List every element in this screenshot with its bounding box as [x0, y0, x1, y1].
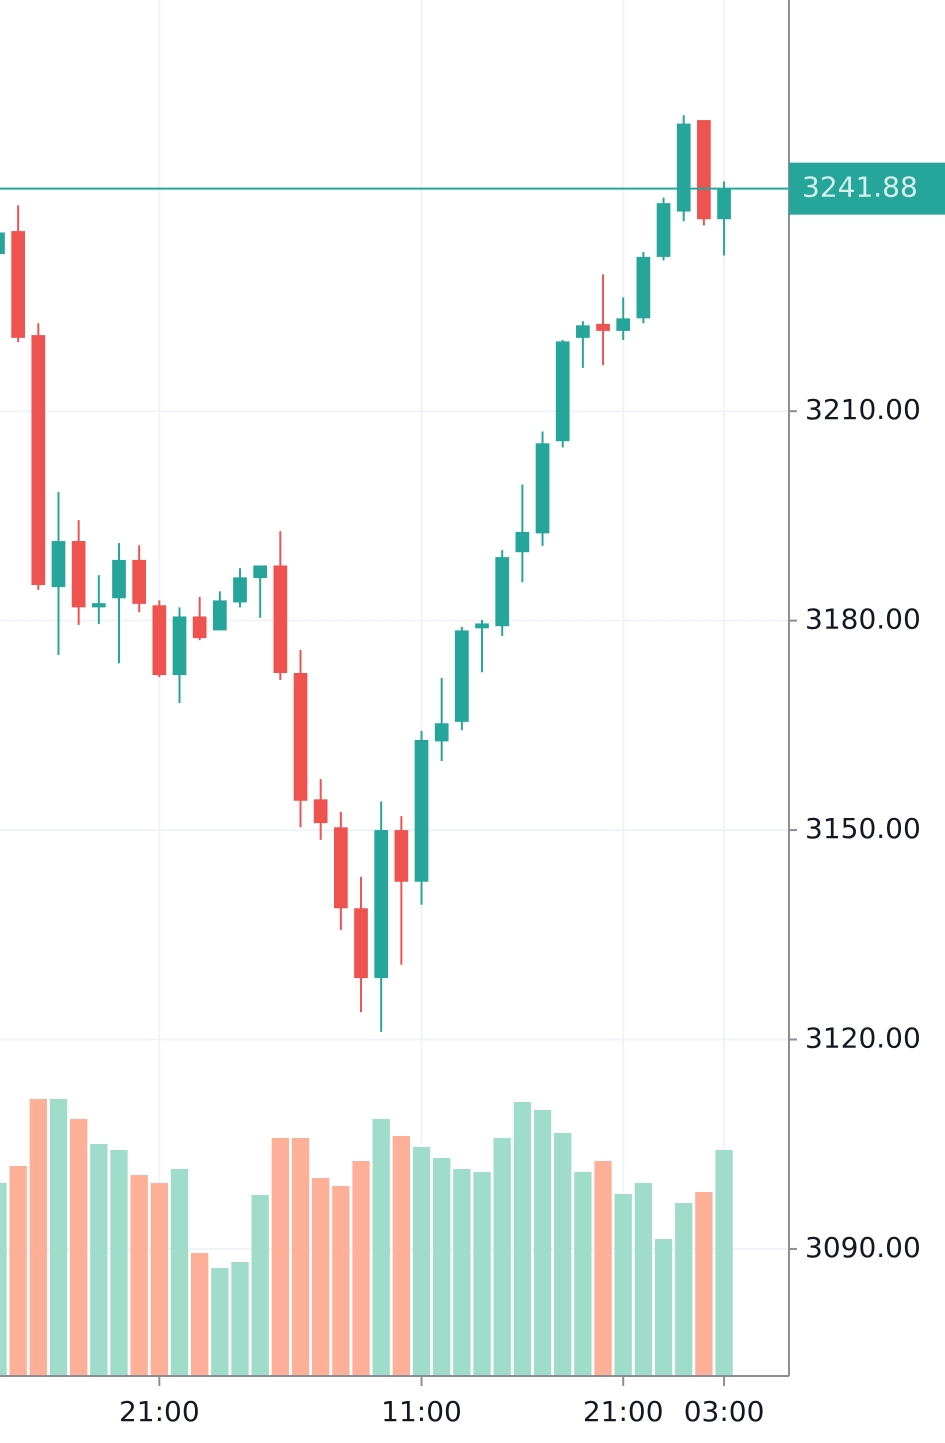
volume-bar: [453, 1169, 471, 1376]
candle-layer: [0, 115, 789, 1032]
volume-bar: [0, 1183, 7, 1376]
y-tick-label: 3150.00: [805, 812, 921, 845]
candle-body: [555, 341, 570, 442]
candle-body: [374, 830, 389, 979]
volume-layer: [0, 1099, 733, 1376]
volume-bar: [332, 1186, 350, 1376]
volume-bar: [231, 1262, 249, 1376]
candle-body: [333, 827, 348, 909]
volume-bar: [29, 1099, 47, 1376]
volume-bar: [594, 1161, 612, 1376]
volume-bar: [312, 1178, 330, 1376]
candle-body: [91, 603, 106, 608]
volume-bar: [715, 1150, 733, 1376]
candle-body: [697, 120, 711, 220]
candle-body: [293, 672, 308, 801]
x-tick-label: 21:00: [583, 1395, 664, 1428]
volume-bar: [211, 1268, 229, 1376]
candle-body: [717, 188, 731, 220]
candle-body: [636, 256, 651, 319]
x-tick-label: 21:00: [119, 1395, 200, 1428]
x-tick-label: 11:00: [381, 1395, 462, 1428]
volume-bar: [49, 1099, 68, 1376]
candle-body: [233, 577, 247, 603]
candle-body: [394, 830, 409, 882]
volume-bar: [251, 1195, 269, 1376]
candle-body: [495, 557, 510, 627]
volume-bar: [675, 1203, 693, 1376]
candle-body: [656, 203, 671, 257]
volume-bar: [130, 1175, 148, 1376]
candle-body: [152, 605, 167, 676]
last-price-box: [789, 162, 945, 215]
y-tick-label: 3120.00: [805, 1022, 921, 1055]
candle-body: [414, 740, 429, 882]
volume-bar: [554, 1133, 572, 1376]
candle-body: [71, 541, 86, 608]
candle-body: [535, 443, 550, 534]
candle-body: [313, 799, 328, 824]
candle-body: [354, 908, 368, 979]
candle-body: [434, 723, 449, 742]
volume-bar: [533, 1110, 552, 1376]
candle-body: [212, 600, 227, 631]
y-tick-label: 3210.00: [805, 393, 921, 426]
volume-bar: [574, 1172, 592, 1376]
candle-body: [515, 531, 530, 553]
volume-bar: [271, 1138, 290, 1376]
candle-body: [616, 318, 631, 331]
y-tick-label: 3090.00: [805, 1231, 921, 1264]
candle-body: [112, 559, 126, 599]
volume-bar: [150, 1183, 169, 1376]
volume-bar: [9, 1166, 27, 1376]
volume-bar: [372, 1119, 390, 1376]
candle-body: [253, 565, 268, 579]
volume-bar: [513, 1102, 532, 1376]
candle-body: [596, 323, 610, 331]
candle-body: [11, 231, 26, 338]
candle-body: [273, 565, 288, 673]
volume-bar: [433, 1158, 451, 1376]
candle-body: [172, 616, 187, 676]
candle-body: [676, 123, 691, 212]
volume-bar: [695, 1192, 713, 1376]
candle-body: [31, 335, 46, 586]
volume-bar: [392, 1136, 411, 1376]
last-price-label: 3241.88: [802, 171, 918, 204]
volume-bar: [69, 1119, 88, 1376]
x-tick-label: 03:00: [684, 1395, 765, 1428]
candle-body: [0, 232, 5, 255]
candle-body: [475, 623, 489, 629]
candle-body: [51, 541, 66, 588]
volume-bar: [90, 1144, 108, 1376]
y-tick-label: 3180.00: [805, 603, 921, 636]
candle-body: [132, 559, 147, 604]
volume-bar: [473, 1172, 491, 1376]
volume-bar: [654, 1239, 673, 1376]
candle-body: [192, 616, 207, 639]
volume-bar: [352, 1161, 370, 1376]
volume-bar: [170, 1169, 189, 1376]
volume-bar: [291, 1138, 310, 1376]
volume-bar: [110, 1150, 128, 1376]
candle-body: [455, 630, 469, 722]
candle-body: [576, 325, 590, 338]
volume-bar: [614, 1194, 632, 1376]
volume-bar: [634, 1183, 653, 1376]
volume-bar: [493, 1138, 511, 1376]
volume-bar: [412, 1147, 431, 1376]
volume-bar: [190, 1253, 209, 1376]
